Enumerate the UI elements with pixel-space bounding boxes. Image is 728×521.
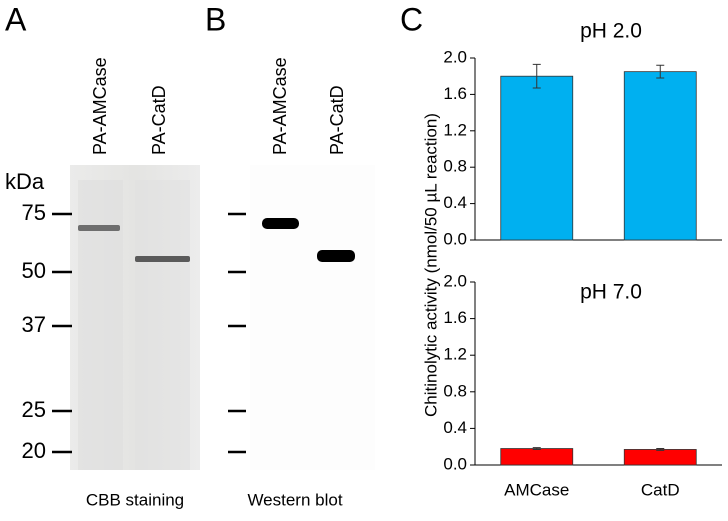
- y-tick-label: 1.6: [443, 308, 467, 327]
- x-tick-label: AMCase: [504, 480, 569, 499]
- gel-band: [78, 225, 120, 231]
- bar: [623, 71, 697, 241]
- y-tick-label: 0.8: [443, 381, 467, 400]
- error-bar: [656, 64, 665, 79]
- y-tick-label: 0.0: [443, 454, 467, 473]
- marker-label: 25: [22, 397, 46, 422]
- error-bar: [532, 447, 541, 450]
- y-tick-label: 0.4: [443, 418, 467, 437]
- panel-letter: C: [400, 1, 423, 37]
- y-tick-label: 1.2: [443, 120, 467, 139]
- marker-label: 37: [22, 312, 46, 337]
- y-tick-label: 1.2: [443, 345, 467, 364]
- lane-label: PA-AMCase: [270, 57, 290, 155]
- caption: CBB staining: [86, 490, 184, 509]
- error-bar: [656, 448, 665, 451]
- gel-lane: [78, 180, 123, 470]
- unit-label: kDa: [5, 169, 45, 194]
- error-bar: [532, 63, 541, 89]
- marker-label: 20: [22, 438, 46, 463]
- y-tick-label: 1.6: [443, 84, 467, 103]
- gel-lane: [135, 180, 190, 470]
- panel-letter: B: [205, 1, 226, 37]
- bar: [500, 75, 574, 241]
- gel-band: [135, 256, 190, 262]
- bar: [500, 448, 574, 466]
- y-tick-label: 0.4: [443, 193, 467, 212]
- chart-title: pH 7.0: [580, 281, 642, 304]
- blot-image: [250, 165, 375, 470]
- y-tick-label: 2.0: [443, 47, 467, 66]
- caption: Western blot: [247, 490, 342, 509]
- y-tick-label: 0.0: [443, 229, 467, 248]
- bar: [623, 449, 697, 466]
- lane-label: PA-AMCase: [90, 57, 110, 155]
- lane-label: PA-CatD: [327, 85, 347, 155]
- y-tick-label: 2.0: [443, 271, 467, 290]
- blot-band: [262, 218, 299, 229]
- panel-letter: A: [5, 1, 27, 37]
- y-axis-label: Chitinolytic activity (nmol/50 µL reacti…: [421, 113, 440, 417]
- marker-label: 50: [22, 258, 46, 283]
- y-tick-label: 0.8: [443, 157, 467, 176]
- lane-label: PA-CatD: [149, 85, 169, 155]
- chart-title: pH 2.0: [580, 20, 642, 43]
- blot-band: [317, 250, 355, 262]
- x-tick-label: CatD: [641, 480, 680, 499]
- marker-label: 75: [22, 200, 46, 225]
